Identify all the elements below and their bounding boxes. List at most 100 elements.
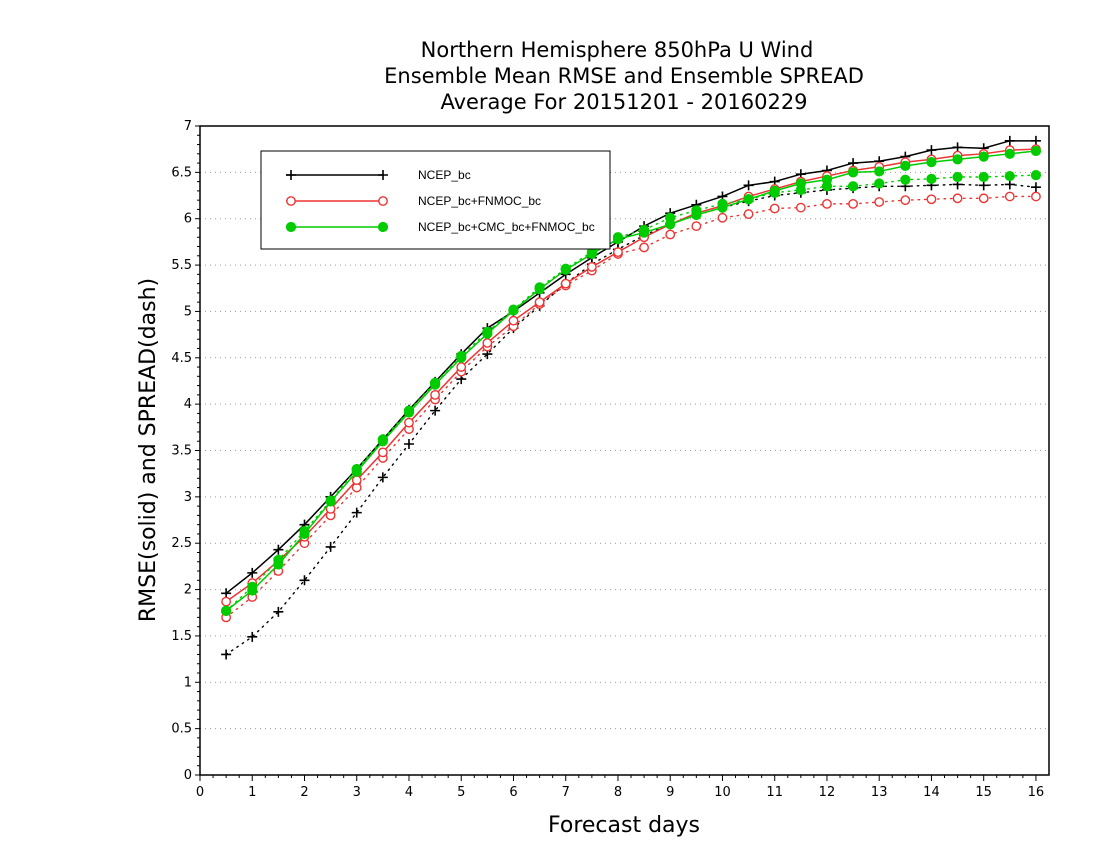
rmse-point xyxy=(508,315,519,326)
y-tick-label: 3 xyxy=(184,490,192,505)
rmse-point xyxy=(273,559,284,570)
y-tick-label: 0.5 xyxy=(171,722,192,737)
rmse-point xyxy=(325,496,336,507)
spread-point xyxy=(273,606,284,617)
x-tick-label: 4 xyxy=(405,785,413,800)
rmse-point xyxy=(665,219,676,230)
legend: NCEP_bc NCEP_bc+FNMOC_bc NCEP_bc+CMC_bc+FN… xyxy=(260,150,611,250)
title-line-2: Ensemble Mean RMSE and Ensemble SPREAD xyxy=(384,64,864,88)
x-tick-label: 10 xyxy=(714,785,731,800)
title-line-3: Average For 20151201 - 20160229 xyxy=(440,90,807,114)
rmse-point xyxy=(482,338,493,348)
rmse-point xyxy=(247,567,258,578)
x-tick-label: 6 xyxy=(509,785,517,800)
rmse-point xyxy=(691,209,702,221)
legend-marker xyxy=(377,221,389,233)
rmse-point xyxy=(926,145,937,156)
rmse-point xyxy=(952,154,963,165)
spread-point xyxy=(978,193,989,204)
spread-point xyxy=(847,181,859,192)
spread-point xyxy=(874,197,885,207)
spread-point xyxy=(952,171,963,183)
spread-point xyxy=(247,631,258,642)
x-tick-label: 13 xyxy=(871,785,888,800)
spread-point xyxy=(952,193,963,204)
spread-point xyxy=(1030,182,1041,193)
spread-point xyxy=(1030,170,1042,181)
rmse-point xyxy=(874,166,885,177)
spread-point xyxy=(926,173,937,184)
legend-label: NCEP_bc xyxy=(418,168,471,182)
rmse-point xyxy=(978,151,989,162)
y-tick-label: 4 xyxy=(184,397,192,412)
y-tick-label: 0 xyxy=(184,768,192,783)
rmse-point xyxy=(403,407,415,418)
legend-item-ncep-bc-fnmoc-bc: NCEP_bc+FNMOC_bc xyxy=(286,194,541,208)
spread-point xyxy=(325,541,336,552)
spread-point xyxy=(900,195,911,206)
y-tick-label: 4.5 xyxy=(171,351,192,366)
y-tick-label: 6.5 xyxy=(171,165,192,180)
rmse-point xyxy=(377,436,388,447)
rmse-point xyxy=(743,194,754,205)
legend-item-ncep-bc: NCEP_bc xyxy=(286,168,471,182)
spread-line-ncep-bc xyxy=(225,183,1037,656)
spread-point xyxy=(221,649,232,660)
spread-point xyxy=(926,194,937,205)
y-tick-label: 7 xyxy=(184,119,192,134)
legend-marker xyxy=(286,196,296,206)
rmse-point xyxy=(769,185,780,196)
rmse-point xyxy=(613,247,623,257)
rmse-point xyxy=(221,605,232,616)
rmse-point xyxy=(404,417,414,428)
spread-point xyxy=(1004,191,1015,202)
rmse-point xyxy=(560,264,571,275)
rmse-point xyxy=(795,178,806,189)
x-tick-label: 2 xyxy=(300,785,308,800)
rmse-point xyxy=(247,585,258,596)
rmse-point xyxy=(351,466,362,477)
spread-point xyxy=(978,171,989,183)
x-tick-label: 3 xyxy=(353,785,361,800)
rmse-point xyxy=(456,352,467,363)
rmse-point xyxy=(847,167,859,178)
y-tick-label: 2 xyxy=(184,583,192,598)
legend-marker xyxy=(378,196,388,206)
spread-point xyxy=(665,229,676,240)
x-tick-label: 14 xyxy=(923,785,940,800)
rmse-point xyxy=(1030,145,1042,157)
y-tick-label: 2.5 xyxy=(171,536,192,551)
rmse-point xyxy=(1004,148,1015,159)
legend-label: NCEP_bc+CMC_bc+FNMOC_bc xyxy=(418,220,595,234)
spread-point xyxy=(1031,191,1041,202)
spread-point xyxy=(717,212,728,223)
rmse-point xyxy=(273,544,284,555)
rmse-point xyxy=(221,588,232,599)
spread-point xyxy=(848,198,858,209)
rmse-point xyxy=(560,278,571,289)
spread-point xyxy=(874,178,885,189)
rmse-point xyxy=(586,262,597,272)
x-tick-label: 9 xyxy=(666,785,674,800)
rmse-point xyxy=(638,227,650,238)
y-axis-title: RMSE(solid) and SPREAD(dash) xyxy=(136,278,161,622)
rmse-point xyxy=(1030,135,1041,146)
y-tick-label: 6 xyxy=(184,212,192,227)
legend-label: NCEP_bc+FNMOC_bc xyxy=(418,194,541,208)
spread-point xyxy=(351,507,362,518)
legend-marker xyxy=(378,170,388,180)
y-tick-label: 1.5 xyxy=(171,629,192,644)
gridlines xyxy=(200,171,1049,730)
rmse-point xyxy=(456,362,467,372)
legend-item-ncep-bc-cmc-bc-fnmoc-bc: NCEP_bc+CMC_bc+FNMOC_bc xyxy=(285,220,595,234)
x-tick-label: 15 xyxy=(975,785,992,800)
spread-point xyxy=(900,174,911,185)
rmse-point xyxy=(508,305,519,316)
series-ncep-bc-fnmoc-bc xyxy=(221,144,1041,623)
rmse-point xyxy=(377,447,388,458)
spread-point xyxy=(769,203,780,214)
x-tick-label: 11 xyxy=(766,785,783,800)
spread-point xyxy=(403,439,414,450)
spread-point xyxy=(691,221,702,232)
rmse-point xyxy=(586,248,597,260)
